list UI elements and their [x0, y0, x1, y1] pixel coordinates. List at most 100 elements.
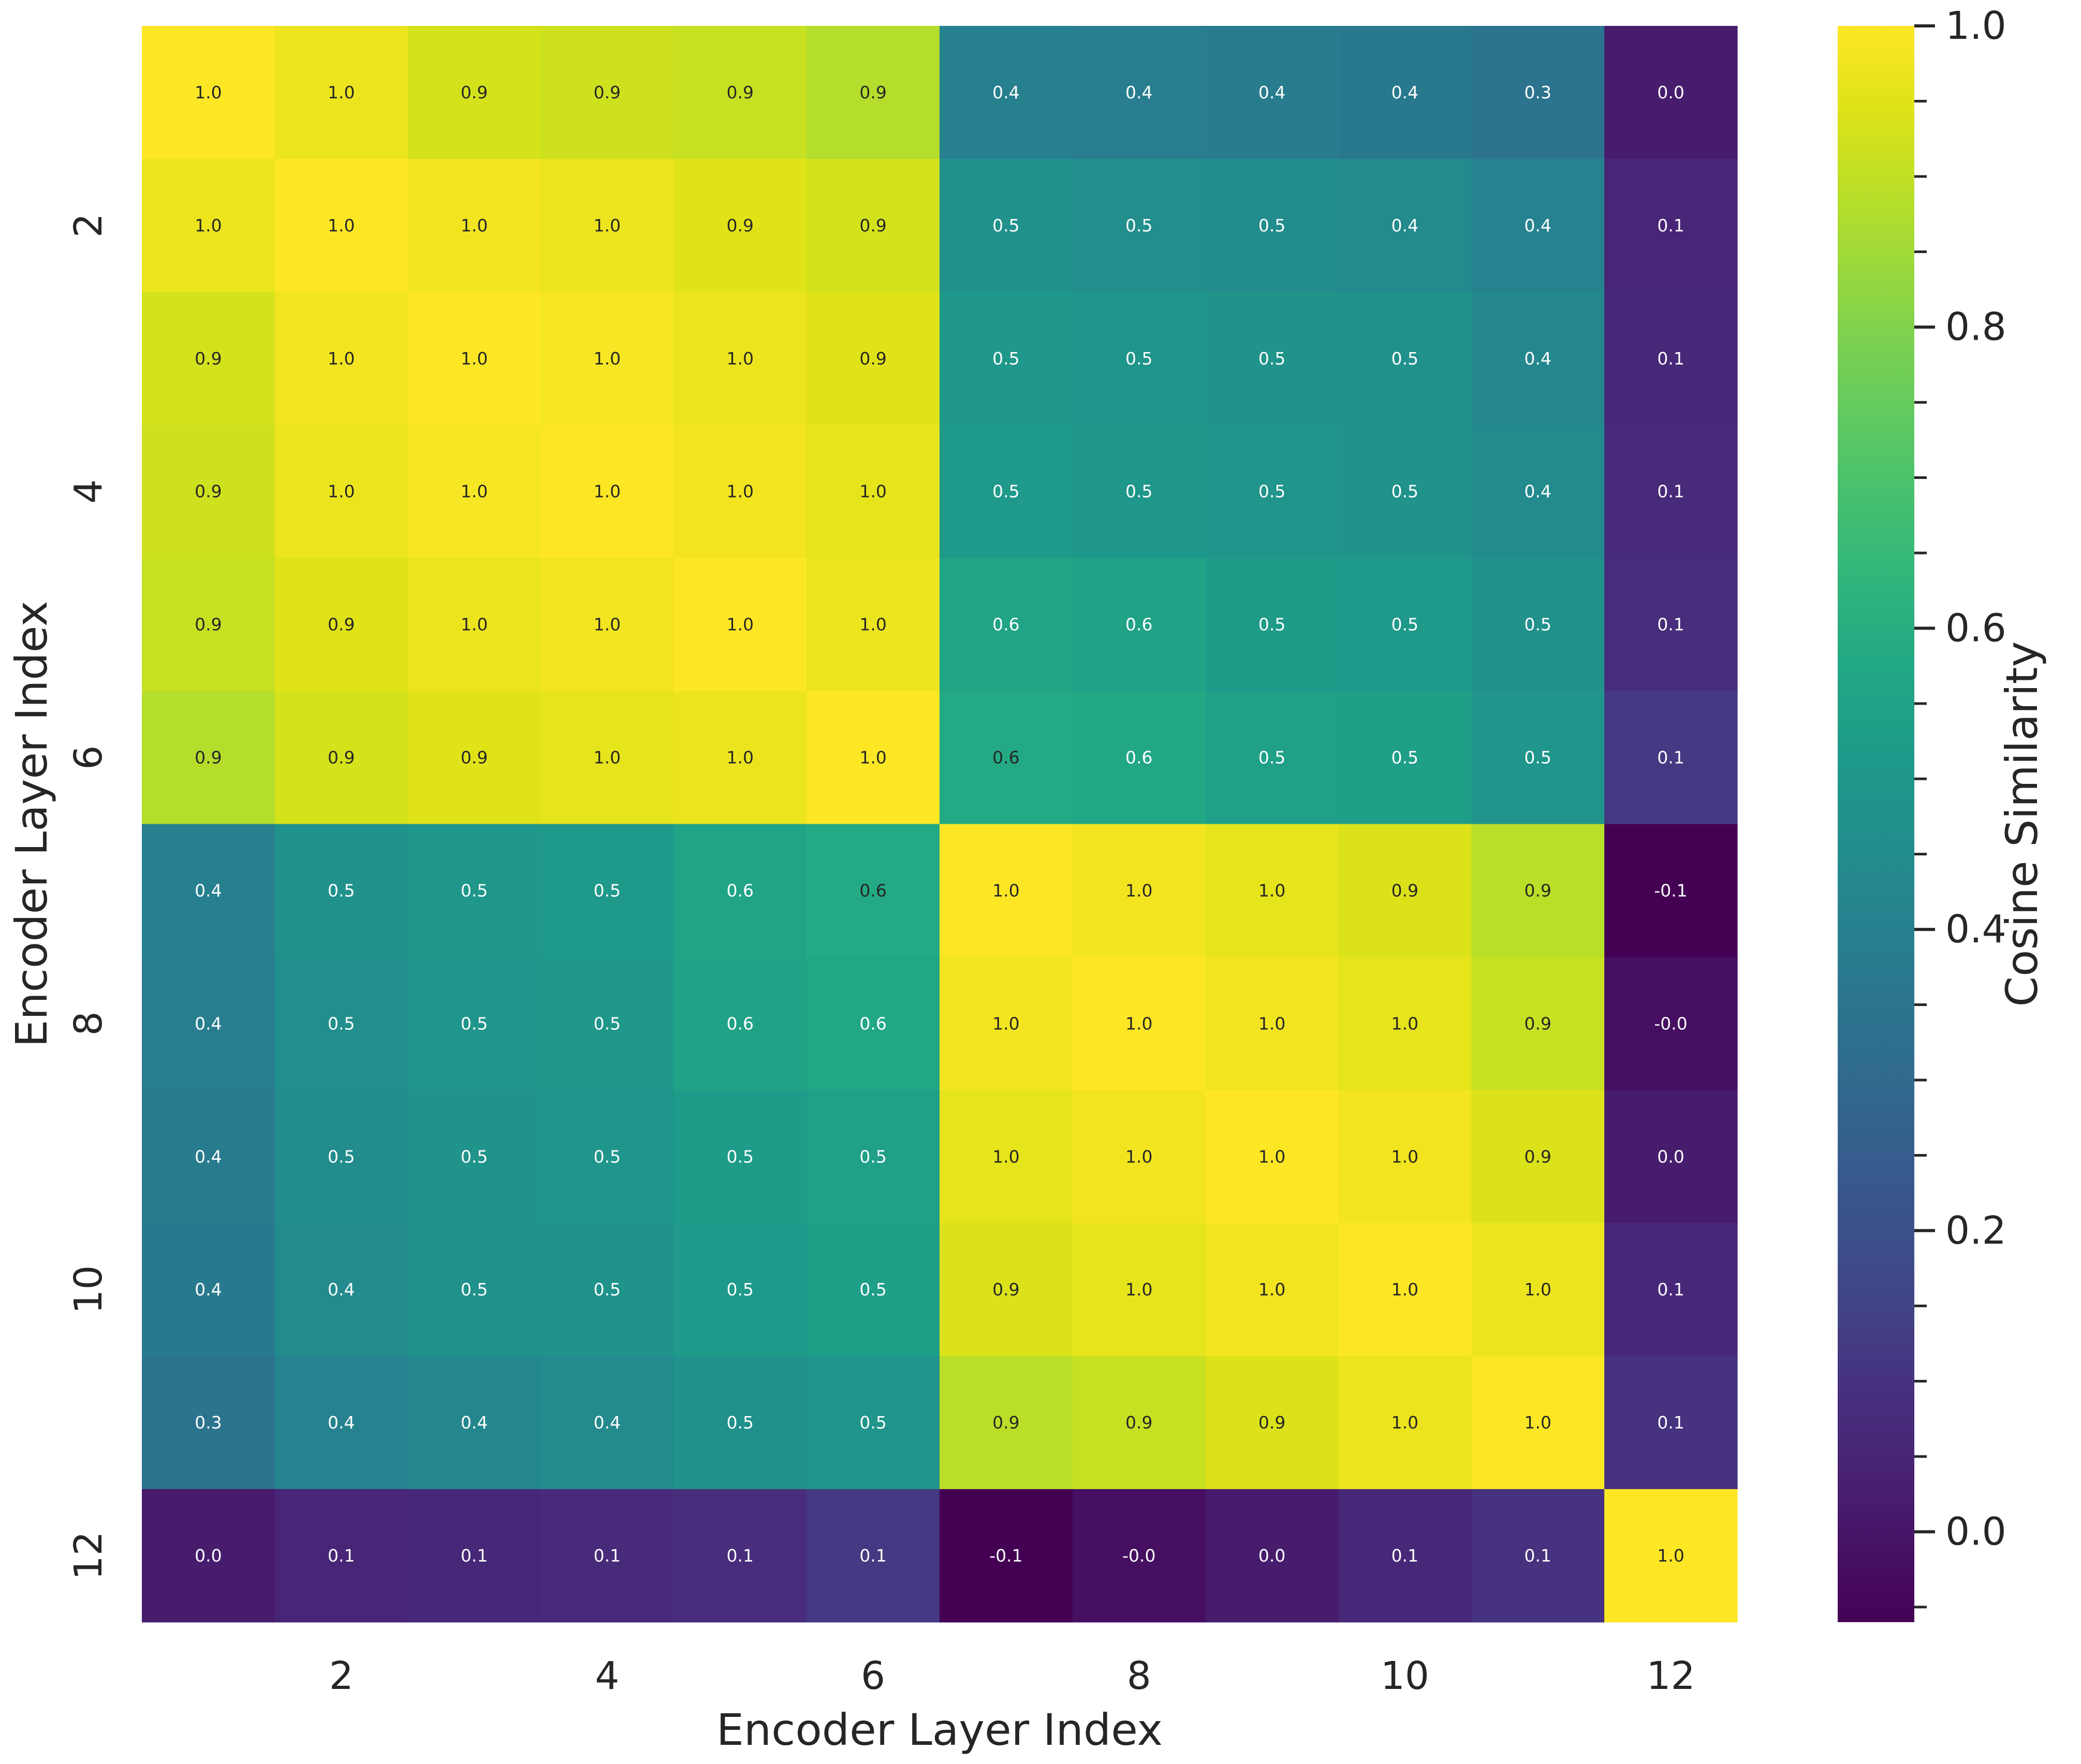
heatmap-cell-label-r5-c2: 0.9 — [328, 615, 355, 635]
heatmap-cell-label-r12-c3: 0.1 — [461, 1546, 488, 1566]
heatmap-cell-label-r4-c3: 1.0 — [461, 482, 488, 502]
heatmap-cell-label-r6-c5: 1.0 — [727, 748, 754, 768]
heatmap-cell-label-r4-c5: 1.0 — [727, 482, 754, 502]
heatmap-cell-r7-c5 — [673, 824, 807, 958]
heatmap-cell-r2-c2 — [274, 158, 408, 293]
heatmap-cell-r11-c6 — [807, 1356, 940, 1490]
heatmap-cell-label-r4-c7: 0.5 — [992, 482, 1019, 502]
heatmap-cell-label-r2-c3: 1.0 — [461, 215, 488, 236]
heatmap-cell-r5-c7 — [940, 558, 1073, 692]
heatmap-cell-label-r11-c6: 0.5 — [859, 1412, 886, 1433]
colorbar-tick-label-0.6: 0.6 — [1945, 606, 2006, 650]
heatmap-cell-r2-c8 — [1072, 158, 1206, 293]
heatmap-cell-r6-c1 — [142, 691, 275, 825]
heatmap-cell-label-r1-c7: 0.4 — [992, 82, 1019, 103]
heatmap-cell-r2-c6 — [807, 158, 940, 293]
heatmap-cell-r2-c1 — [142, 158, 275, 293]
colorbar-tick-label-1.0: 1.0 — [1945, 4, 2006, 48]
heatmap-cell-r9-c5 — [673, 1090, 807, 1223]
heatmap-cell-r12-c5 — [673, 1489, 807, 1623]
colorbar-tick-label-0.8: 0.8 — [1945, 305, 2006, 349]
heatmap-cell-r9-c12 — [1604, 1090, 1738, 1223]
heatmap-cell-r5-c9 — [1205, 558, 1339, 692]
heatmap-cell-label-r8-c12: -0.0 — [1654, 1013, 1687, 1033]
heatmap-cell-label-r8-c9: 1.0 — [1258, 1013, 1285, 1033]
heatmap-cell-label-r2-c5: 0.9 — [727, 215, 754, 236]
heatmap-cell-label-r12-c2: 0.1 — [328, 1546, 355, 1566]
heatmap-cell-r12-c2 — [274, 1489, 408, 1623]
heatmap-cell-label-r7-c3: 0.5 — [461, 880, 488, 900]
heatmap-cell-r12-c7 — [940, 1489, 1073, 1623]
heatmap-cell-label-r9-c2: 0.5 — [328, 1146, 355, 1167]
heatmap-cell-r12-c12 — [1604, 1489, 1738, 1623]
heatmap-cell-r7-c4 — [540, 824, 674, 958]
heatmap-cell-r2-c5 — [673, 158, 807, 293]
heatmap-cell-r1-c9 — [1205, 26, 1339, 159]
heatmap-cell-r12-c3 — [407, 1489, 541, 1623]
heatmap-cell-label-r12-c11: 0.1 — [1525, 1546, 1551, 1566]
heatmap-cell-label-r9-c9: 1.0 — [1258, 1146, 1285, 1167]
heatmap-cell-label-r9-c1: 0.4 — [195, 1146, 222, 1167]
heatmap-cell-label-r6-c12: 0.1 — [1657, 748, 1684, 768]
heatmap-cell-label-r2-c10: 0.4 — [1391, 215, 1418, 236]
heatmap-cell-r12-c1 — [142, 1489, 275, 1623]
heatmap-cell-label-r12-c5: 0.1 — [727, 1546, 754, 1566]
heatmap-cell-label-r3-c6: 0.9 — [859, 348, 886, 369]
heatmap-cell-label-r7-c8: 1.0 — [1125, 880, 1152, 900]
heatmap-cell-r11-c2 — [274, 1356, 408, 1490]
heatmap-cell-r9-c11 — [1471, 1090, 1605, 1223]
heatmap-cell-label-r3-c8: 0.5 — [1125, 348, 1152, 369]
heatmap-cell-r4-c1 — [142, 425, 275, 559]
heatmap-cell-r6-c2 — [274, 691, 408, 825]
heatmap-cell-r3-c11 — [1471, 291, 1605, 426]
heatmap-cell-label-r3-c10: 0.5 — [1391, 348, 1418, 369]
heatmap-cell-label-r1-c3: 0.9 — [461, 82, 488, 103]
heatmap-cell-r7-c3 — [407, 824, 541, 958]
heatmap-cell-label-r4-c9: 0.5 — [1258, 482, 1285, 502]
x-axis-ticks: 2 4 6 8 10 12 — [329, 1654, 1695, 1698]
heatmap-cell-r10-c3 — [407, 1223, 541, 1357]
heatmap-cell-label-r5-c11: 0.5 — [1525, 615, 1551, 635]
colorbar-label: Cosine Similarity — [1997, 642, 2047, 1007]
heatmap-cell-r4-c7 — [940, 425, 1073, 559]
heatmap-cell-label-r10-c1: 0.4 — [195, 1279, 222, 1300]
heatmap-cell-r5-c5 — [673, 558, 807, 692]
heatmap-cell-r10-c5 — [673, 1223, 807, 1357]
heatmap-cell-r11-c11 — [1471, 1356, 1605, 1490]
heatmap-cell-r1-c5 — [673, 26, 807, 159]
heatmap-cell-r11-c3 — [407, 1356, 541, 1490]
heatmap-cell-label-r5-c7: 0.6 — [992, 615, 1019, 635]
x-axis-label: Encoder Layer Index — [716, 1704, 1163, 1755]
heatmap-cell-r3-c12 — [1604, 291, 1738, 426]
heatmap-cell-label-r12-c4: 0.1 — [594, 1546, 621, 1566]
heatmap-cell-r9-c9 — [1205, 1090, 1339, 1223]
heatmap-cell-r9-c4 — [540, 1090, 674, 1223]
heatmap-cell-r8-c10 — [1338, 957, 1472, 1090]
heatmap-cell-r8-c2 — [274, 957, 408, 1090]
colorbar: 1.0 0.8 0.6 0.4 0.2 0.0 — [1838, 4, 2006, 1622]
heatmap-cell-label-r1-c10: 0.4 — [1391, 82, 1418, 103]
heatmap-cell-label-r6-c4: 1.0 — [594, 748, 621, 768]
heatmap-cell-r11-c4 — [540, 1356, 674, 1490]
heatmap-cell-label-r3-c12: 0.1 — [1657, 348, 1684, 369]
heatmap-cells — [142, 26, 1738, 1623]
heatmap-cell-label-r5-c10: 0.5 — [1391, 615, 1418, 635]
colorbar-tick-label-0.0: 0.0 — [1945, 1509, 2006, 1554]
heatmap-cell-label-r6-c3: 0.9 — [461, 748, 488, 768]
heatmap-cell-r3-c6 — [807, 291, 940, 426]
heatmap-cell-r7-c2 — [274, 824, 408, 958]
heatmap-cell-label-r2-c9: 0.5 — [1258, 215, 1285, 236]
heatmap-cell-label-r11-c9: 0.9 — [1258, 1412, 1285, 1433]
heatmap-cell-label-r10-c3: 0.5 — [461, 1279, 488, 1300]
heatmap-cell-r5-c10 — [1338, 558, 1472, 692]
heatmap-cell-label-r12-c1: 0.0 — [195, 1546, 222, 1566]
heatmap-cell-label-r5-c12: 0.1 — [1657, 615, 1684, 635]
heatmap-cell-label-r4-c10: 0.5 — [1391, 482, 1418, 502]
heatmap-cell-r9-c10 — [1338, 1090, 1472, 1223]
heatmap-cell-r8-c5 — [673, 957, 807, 1090]
heatmap-cell-label-r5-c4: 1.0 — [594, 615, 621, 635]
heatmap-cell-label-r12-c9: 0.0 — [1258, 1546, 1285, 1566]
heatmap-cell-r11-c7 — [940, 1356, 1073, 1490]
heatmap-cell-label-r5-c9: 0.5 — [1258, 615, 1285, 635]
heatmap-cell-r2-c9 — [1205, 158, 1339, 293]
